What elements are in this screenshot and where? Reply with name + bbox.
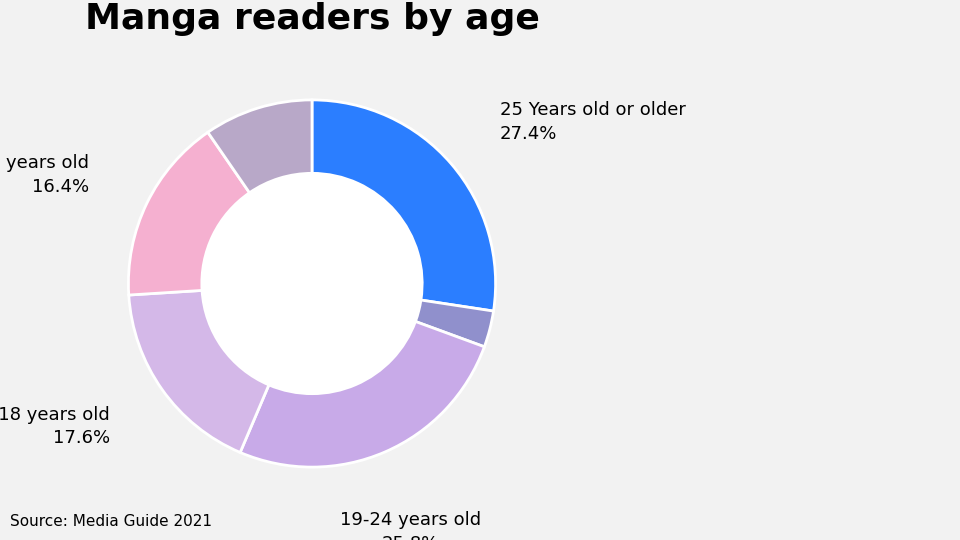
- Text: 25 Years old or older
27.4%: 25 Years old or older 27.4%: [500, 101, 685, 143]
- Text: 10-12 years old
9.6%: 10-12 years old 9.6%: [0, 539, 1, 540]
- Title: Manga readers by age: Manga readers by age: [84, 2, 540, 36]
- Text: 13-15 years old
16.4%: 13-15 years old 16.4%: [0, 154, 89, 196]
- Wedge shape: [240, 321, 485, 467]
- Text: 16-18 years old
17.6%: 16-18 years old 17.6%: [0, 406, 109, 448]
- Wedge shape: [129, 132, 250, 295]
- Wedge shape: [208, 100, 312, 193]
- Wedge shape: [416, 300, 493, 347]
- Wedge shape: [129, 291, 269, 453]
- Text: Source: Media Guide 2021: Source: Media Guide 2021: [10, 514, 211, 529]
- Circle shape: [202, 173, 422, 394]
- Wedge shape: [312, 100, 495, 311]
- Text: 19-24 years old
25.8%: 19-24 years old 25.8%: [340, 511, 481, 540]
- Text: 9 years old or younger
3.2%: 9 years old or younger 3.2%: [0, 539, 1, 540]
